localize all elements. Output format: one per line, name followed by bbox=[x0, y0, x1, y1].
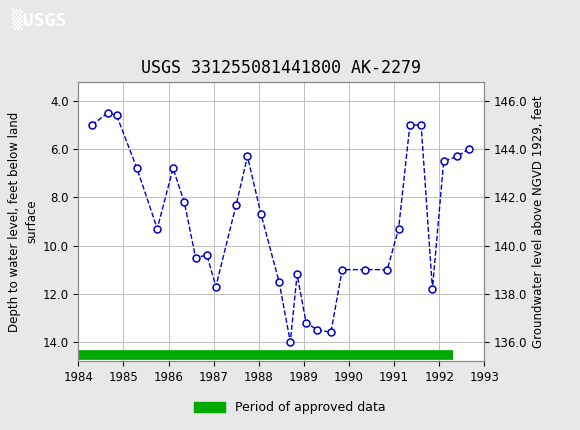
Text: ▒USGS: ▒USGS bbox=[12, 9, 66, 30]
Y-axis label: Groundwater level above NGVD 1929, feet: Groundwater level above NGVD 1929, feet bbox=[532, 95, 545, 348]
Title: USGS 331255081441800 AK-2279: USGS 331255081441800 AK-2279 bbox=[142, 59, 421, 77]
Legend: Period of approved data: Period of approved data bbox=[189, 396, 391, 419]
Y-axis label: Depth to water level, feet below land
surface: Depth to water level, feet below land su… bbox=[8, 111, 38, 332]
